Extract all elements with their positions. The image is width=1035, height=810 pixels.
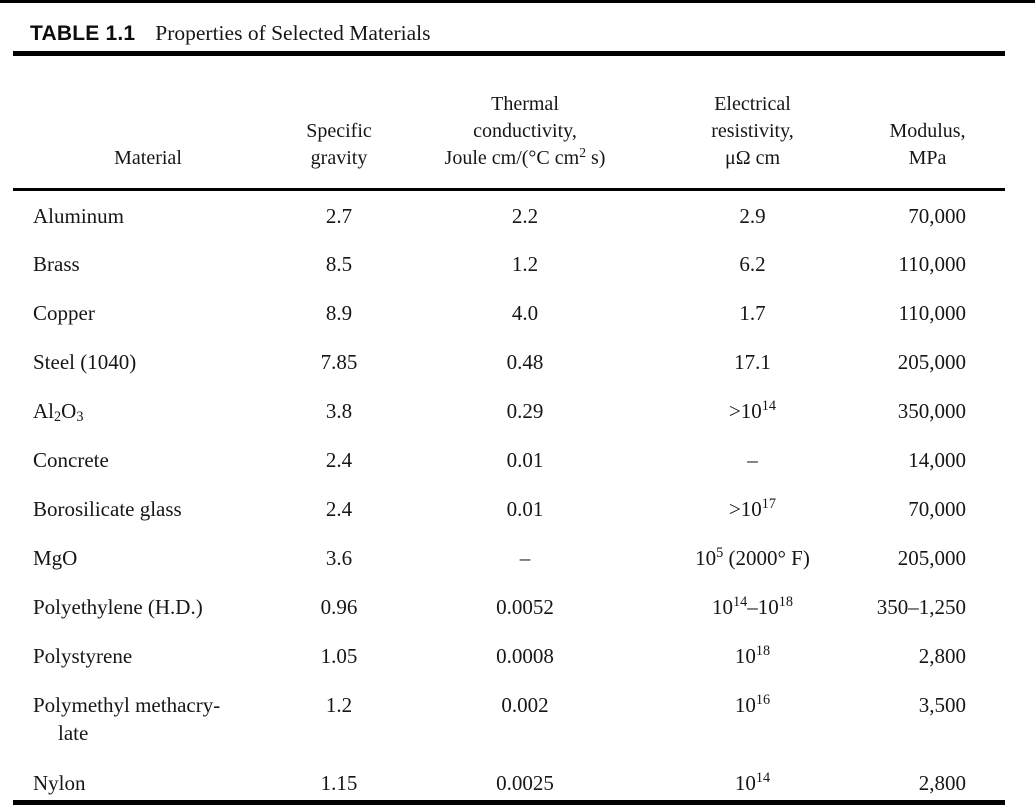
thermal-conductivity-cell: 4.0 [511,300,539,325]
modulus-cell: 350,000 [897,398,966,423]
electrical-resistivity-cell: 1.7 [739,300,766,325]
header-line: gravity [310,147,368,169]
thermal-conductivity-cell: – [519,545,531,570]
thermal-conductivity-cell: 0.48 [506,349,544,374]
thermal-conductivity-cell: 0.29 [506,398,544,423]
table-row: Copper 8.9 4.0 1.7 110,000 [13,288,1005,337]
header-line: Modulus, [889,120,966,142]
material-line-2: late [58,720,89,745]
header-line: Specific [306,120,372,142]
electrical-resistivity-cell: >1014 [728,397,777,423]
material-line-1: Polymethyl methacry- [33,692,221,717]
thermal-conductivity-cell: 0.0052 [496,594,554,619]
modulus-cell: 14,000 [908,447,966,472]
header-row: Material Specific gravity Thermal conduc… [13,54,1005,190]
table-row: Borosilicate glass 2.4 0.01 >1017 70,000 [13,484,1005,533]
specific-gravity-cell: 2.7 [325,204,353,228]
electrical-resistivity-cell: 6.2 [739,251,766,276]
scan-top-border [0,0,1035,3]
header-line: resistivity, [711,120,794,142]
electrical-resistivity-cell: 105 (2000° F) [695,544,810,570]
modulus-cell: 110,000 [898,251,966,276]
modulus-cell: 3,500 [918,692,966,717]
table-row: Polystyrene 1.05 0.0008 1018 2,800 [13,631,1005,680]
table-row: MgO 3.6 – 105 (2000° F) 205,000 [13,533,1005,582]
col-header-electrical-resistivity: Electrical resistivity, μΩ cm [655,54,850,190]
table-header: Material Specific gravity Thermal conduc… [13,54,1005,190]
specific-gravity-cell: 1.2 [325,692,353,717]
electrical-resistivity-cell: – [747,447,758,472]
thermal-conductivity-cell: 2.2 [511,204,539,228]
specific-gravity-cell: 7.85 [320,349,358,374]
material-cell: Polymethyl methacry- late [13,680,283,758]
electrical-resistivity-cell: 1018 [734,642,771,668]
specific-gravity-cell: 3.8 [325,398,353,423]
thermal-conductivity-cell: 0.0025 [496,770,554,795]
specific-gravity-cell: 1.05 [320,643,358,668]
header-line: Electrical [714,93,791,115]
material-cell: Nylon [33,770,86,795]
thermal-conductivity-cell: 0.01 [506,496,544,521]
material-cell: MgO [33,545,78,570]
table-caption: Properties of Selected Materials [155,21,431,45]
table-row: Steel (1040) 7.85 0.48 17.1 205,000 [13,337,1005,386]
material-cell: Aluminum [33,204,125,228]
thermal-conductivity-cell: 0.0008 [496,643,554,668]
header-line: conductivity, [473,120,577,142]
thermal-conductivity-cell: 0.01 [506,447,544,472]
table-row: Aluminum 2.7 2.2 2.9 70,000 [13,190,1005,239]
table-row: Polymethyl methacry- late 1.2 0.002 1016… [13,680,1005,758]
electrical-resistivity-cell: 17.1 [734,349,771,374]
col-header-specific-gravity: Specific gravity [283,54,395,190]
electrical-resistivity-cell: 1014 [734,769,771,795]
modulus-cell: 350–1,250 [876,594,966,619]
header-line: Material [114,147,182,169]
modulus-cell: 2,800 [918,770,966,795]
material-cell: Brass [33,251,80,276]
table-row: Nylon 1.15 0.0025 1014 2,800 [13,758,1005,803]
col-header-modulus: Modulus, MPa [850,54,1005,190]
material-cell: Steel (1040) [33,349,137,374]
specific-gravity-cell: 3.6 [325,545,353,570]
specific-gravity-cell: 1.15 [320,770,358,795]
electrical-resistivity-cell: 1016 [734,691,771,717]
electrical-resistivity-cell: 1014–1018 [711,593,794,619]
specific-gravity-cell: 8.9 [325,300,353,325]
table-title: TABLE 1.1 Properties of Selected Material… [30,21,431,46]
electrical-resistivity-cell: >1017 [728,495,777,521]
table-body: Aluminum 2.7 2.2 2.9 70,000 Brass 8.5 1.… [13,190,1005,803]
material-cell: Polyethylene (H.D.) [33,594,203,619]
modulus-cell: 2,800 [918,643,966,668]
thermal-conductivity-cell: 0.002 [501,692,549,717]
specific-gravity-cell: 2.4 [325,496,353,521]
material-cell: Concrete [33,447,109,472]
materials-properties-table: Material Specific gravity Thermal conduc… [13,51,1005,805]
material-cell: Al2O3 [33,398,84,426]
specific-gravity-cell: 0.96 [320,594,358,619]
specific-gravity-cell: 2.4 [325,447,353,472]
header-line: Joule cm/(°C cm2 s) [444,144,606,169]
header-line: μΩ cm [724,147,781,169]
header-line: MPa [908,147,947,169]
table-number-label: TABLE 1.1 [30,22,136,45]
col-header-thermal-conductivity: Thermal conductivity, Joule cm/(°C cm2 s… [395,54,655,190]
material-cell: Borosilicate glass [33,496,182,521]
modulus-cell: 205,000 [897,349,966,374]
material-cell: Polystyrene [33,643,133,668]
electrical-resistivity-cell: 2.9 [739,204,766,228]
table-row: Polyethylene (H.D.) 0.96 0.0052 1014–101… [13,582,1005,631]
modulus-cell: 205,000 [897,545,966,570]
material-cell: Copper [33,300,95,325]
modulus-cell: 110,000 [898,300,966,325]
thermal-conductivity-cell: 1.2 [511,251,539,276]
table-row: Concrete 2.4 0.01 – 14,000 [13,435,1005,484]
modulus-cell: 70,000 [908,496,966,521]
header-line: Thermal [491,93,559,115]
col-header-material: Material [13,54,283,190]
table-row: Brass 8.5 1.2 6.2 110,000 [13,239,1005,288]
table-row: Al2O3 3.8 0.29 >1014 350,000 [13,386,1005,435]
specific-gravity-cell: 8.5 [325,251,353,276]
modulus-cell: 70,000 [908,204,966,228]
